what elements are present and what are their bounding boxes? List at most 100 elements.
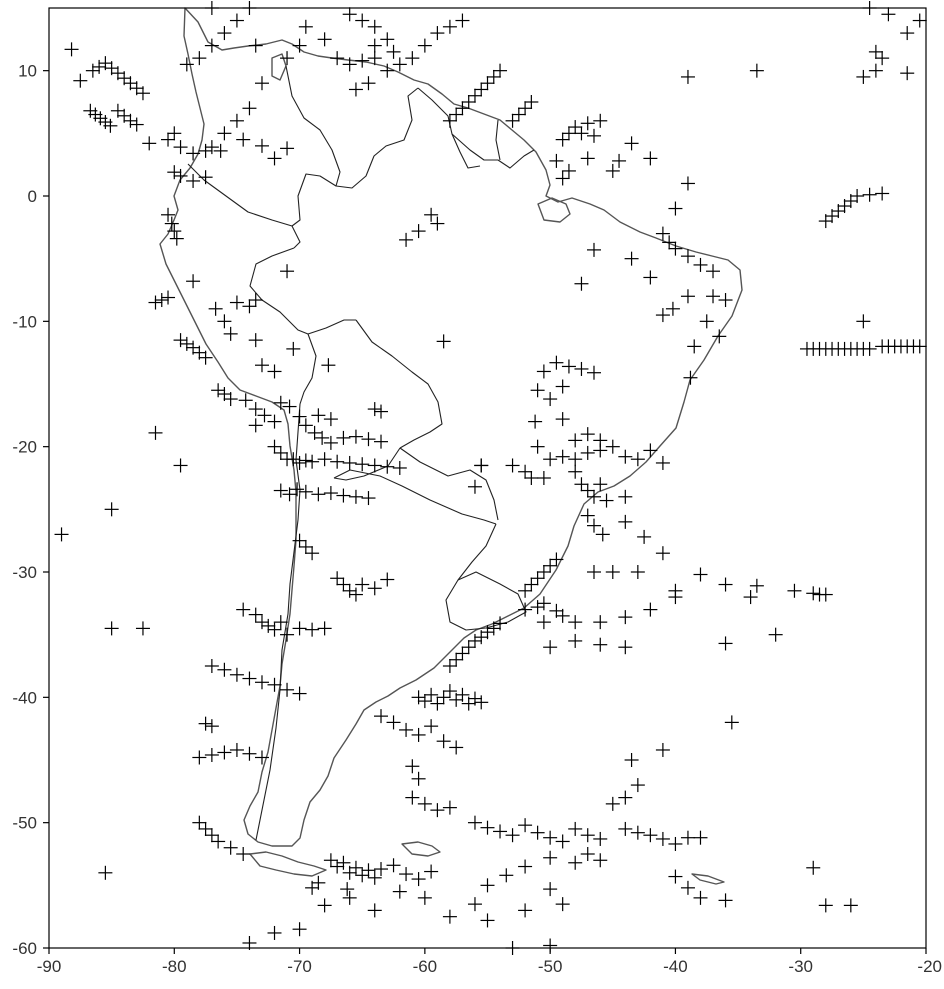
observation-marker — [292, 455, 307, 470]
observation-marker — [461, 95, 476, 109]
observation-marker — [336, 855, 351, 870]
observation-marker — [655, 742, 670, 757]
observation-marker — [148, 295, 163, 310]
observation-marker — [912, 13, 927, 28]
observation-marker — [424, 864, 439, 879]
observation-marker — [348, 860, 363, 875]
observation-marker — [392, 57, 407, 72]
observation-marker — [317, 621, 332, 636]
observation-marker — [555, 449, 570, 464]
observation-marker — [204, 828, 219, 843]
observation-marker — [580, 828, 595, 843]
observation-marker — [179, 336, 194, 351]
observation-marker — [167, 224, 182, 239]
border-bolivia-paraguay — [333, 447, 401, 481]
observation-marker — [850, 189, 865, 203]
y-axis: 10 0 -10 -20 -30 -40 -50 -60 — [12, 62, 49, 958]
observation-marker — [586, 489, 601, 504]
observation-marker — [305, 880, 320, 895]
observation-marker — [330, 859, 345, 874]
observation-marker — [317, 898, 332, 913]
observation-marker — [342, 7, 357, 22]
observation-marker — [323, 853, 338, 868]
observation-marker — [549, 552, 564, 567]
observation-marker — [330, 51, 345, 66]
observation-marker — [104, 621, 119, 636]
observation-marker — [900, 26, 915, 41]
observation-marker — [361, 491, 376, 506]
observation-marker — [98, 865, 113, 880]
observation-marker — [493, 63, 508, 78]
observation-marker — [405, 51, 420, 66]
observation-marker — [593, 113, 608, 128]
observation-marker — [386, 715, 401, 730]
observation-marker — [595, 527, 610, 542]
observation-marker — [348, 587, 363, 602]
observation-marker — [236, 847, 251, 861]
observation-marker — [73, 73, 88, 88]
observation-marker — [336, 430, 351, 445]
observation-marker — [204, 659, 219, 673]
observation-marker — [442, 684, 457, 699]
observation-marker — [208, 301, 223, 316]
observation-marker — [392, 884, 407, 899]
observation-marker — [543, 558, 558, 573]
observation-marker — [518, 859, 533, 874]
observation-marker — [267, 439, 282, 454]
observation-marker — [211, 834, 226, 849]
observation-marker — [135, 86, 150, 101]
observation-marker — [618, 610, 633, 625]
observation-marker — [261, 618, 276, 633]
observation-marker — [298, 484, 313, 499]
border-paraguay-brazil — [399, 447, 499, 521]
observation-marker — [505, 458, 520, 473]
observation-marker — [580, 483, 595, 498]
observation-marker — [280, 627, 295, 642]
observation-marker — [173, 168, 188, 183]
observation-marker — [169, 231, 184, 246]
y-tick-label: -50 — [12, 814, 37, 833]
observation-marker — [668, 836, 683, 851]
observation-marker — [417, 890, 432, 905]
observation-marker — [273, 445, 288, 460]
observation-marker — [254, 750, 269, 765]
observation-marker — [474, 82, 489, 97]
observation-marker — [248, 607, 263, 622]
observation-marker — [330, 571, 345, 586]
observation-marker — [229, 13, 244, 28]
observation-marker — [430, 803, 445, 818]
observation-marker — [806, 586, 821, 601]
observation-marker — [267, 364, 282, 379]
observation-marker — [292, 533, 307, 548]
observation-marker — [593, 637, 608, 652]
observation-marker — [549, 355, 564, 370]
observation-marker — [574, 477, 589, 492]
observation-marker — [568, 452, 583, 467]
observation-marker — [536, 364, 551, 379]
observation-marker — [693, 257, 708, 272]
observation-marker — [192, 51, 207, 66]
observation-marker — [286, 341, 301, 356]
observation-marker — [555, 379, 570, 394]
observation-marker — [280, 452, 295, 467]
observation-marker — [292, 686, 307, 701]
observation-marker — [680, 176, 695, 191]
border-guianas — [417, 87, 535, 169]
observation-marker — [292, 621, 307, 636]
observation-marker — [818, 898, 833, 913]
observation-marker — [868, 44, 883, 59]
border-chile-argentina — [255, 403, 301, 841]
x-tick-label: -60 — [413, 957, 438, 976]
observation-marker — [630, 452, 645, 467]
observation-marker — [624, 251, 639, 266]
observation-marker — [480, 878, 495, 893]
observation-marker — [862, 187, 877, 202]
observation-marker — [280, 141, 295, 156]
observation-marker — [430, 216, 445, 231]
observation-marker — [505, 828, 520, 843]
observation-marker — [430, 26, 445, 41]
observation-marker — [355, 13, 370, 28]
observation-marker — [92, 59, 107, 74]
observation-marker — [749, 63, 764, 78]
observation-marker — [449, 107, 464, 122]
